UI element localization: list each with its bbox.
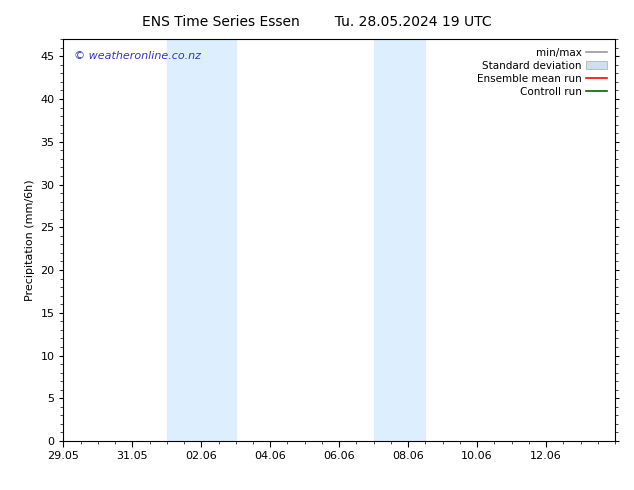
Bar <box>373 39 425 441</box>
Text: © weatheronline.co.nz: © weatheronline.co.nz <box>74 51 202 61</box>
Bar <box>167 39 236 441</box>
Legend: min/max, Standard deviation, Ensemble mean run, Controll run: min/max, Standard deviation, Ensemble me… <box>474 45 610 100</box>
Y-axis label: Precipitation (mm/6h): Precipitation (mm/6h) <box>25 179 35 301</box>
Text: ENS Time Series Essen        Tu. 28.05.2024 19 UTC: ENS Time Series Essen Tu. 28.05.2024 19 … <box>142 15 492 29</box>
